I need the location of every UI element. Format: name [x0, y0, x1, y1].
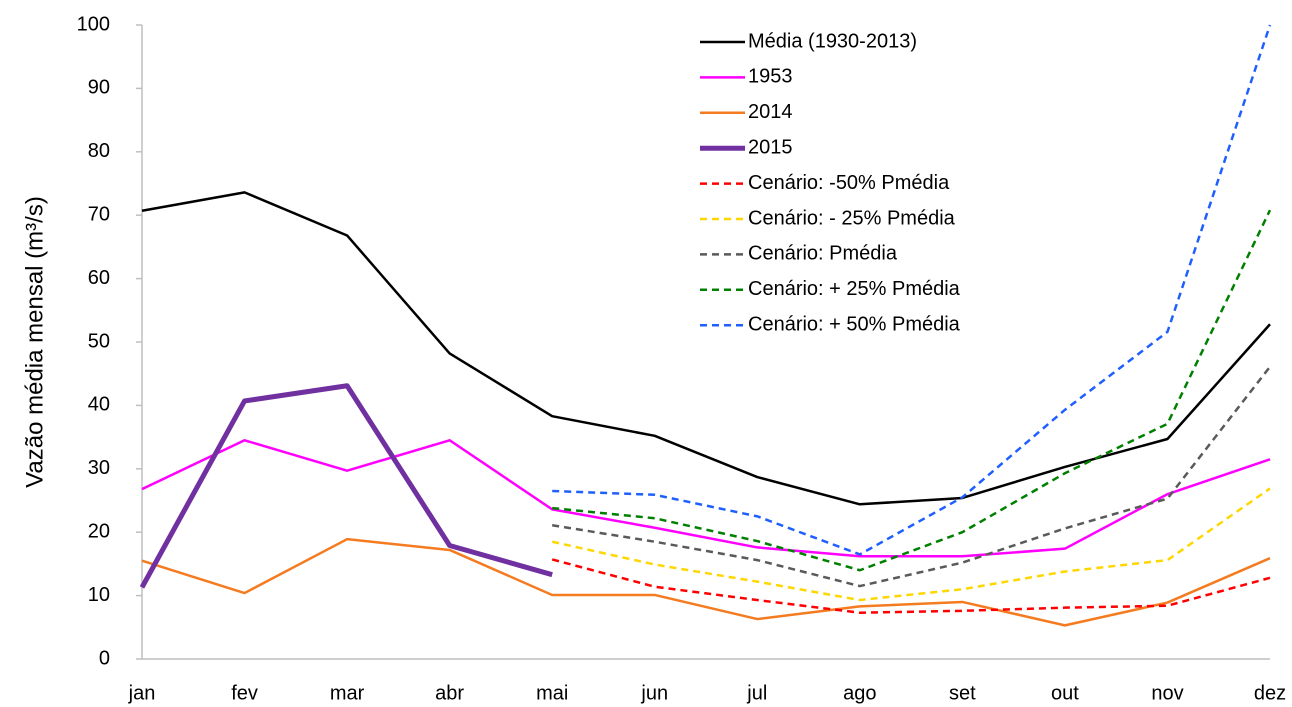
legend-label: Média (1930-2013)	[748, 30, 917, 52]
legend-label: 2014	[748, 101, 793, 123]
series-line	[552, 24, 1272, 556]
x-tick-label: abr	[435, 682, 464, 704]
y-tick-label: 60	[88, 267, 110, 289]
y-tick-label: 0	[99, 647, 110, 669]
x-tick-label: mar	[330, 682, 365, 704]
x-tick-label: set	[949, 682, 976, 704]
series-line	[139, 383, 553, 589]
series-line	[141, 537, 1271, 627]
y-tick-label: 70	[88, 203, 110, 225]
x-tick-label: jul	[746, 682, 767, 704]
y-tick-label: 10	[88, 584, 110, 606]
legend-label: Cenário: Pmédia	[748, 243, 898, 265]
y-tick-label: 20	[88, 520, 110, 542]
legend-label: Cenário: + 50% Pmédia	[748, 313, 961, 335]
legend-label: 2015	[748, 136, 793, 158]
legend-label: Cenário: -50% Pmédia	[748, 172, 950, 194]
y-axis-label: Vazão média mensal (m³/s)	[21, 196, 48, 488]
x-tick-label: fev	[231, 682, 258, 704]
series-line	[551, 365, 1271, 588]
legend-label: Cenário: + 25% Pmédia	[748, 278, 961, 300]
x-tick-label: ago	[843, 682, 876, 704]
series-line	[551, 558, 1271, 614]
series-line	[141, 191, 1271, 506]
y-tick-label: 40	[88, 394, 110, 416]
x-tick-label: jun	[640, 682, 668, 704]
x-tick-label: nov	[1151, 682, 1183, 704]
y-tick-label: 100	[77, 13, 110, 35]
x-tick-label: mai	[536, 682, 568, 704]
legend-label: Cenário: - 25% Pmédia	[748, 207, 956, 229]
x-tick-label: dez	[1254, 682, 1286, 704]
series-line	[141, 439, 1271, 558]
x-tick-label: jan	[128, 682, 156, 704]
legend-label: 1953	[748, 66, 793, 88]
y-tick-label: 90	[88, 77, 110, 99]
series-line	[551, 487, 1271, 602]
y-tick-label: 50	[88, 330, 110, 352]
x-tick-label: out	[1051, 682, 1079, 704]
series-line	[552, 209, 1272, 572]
y-tick-label: 80	[88, 140, 110, 162]
y-tick-label: 30	[88, 457, 110, 479]
